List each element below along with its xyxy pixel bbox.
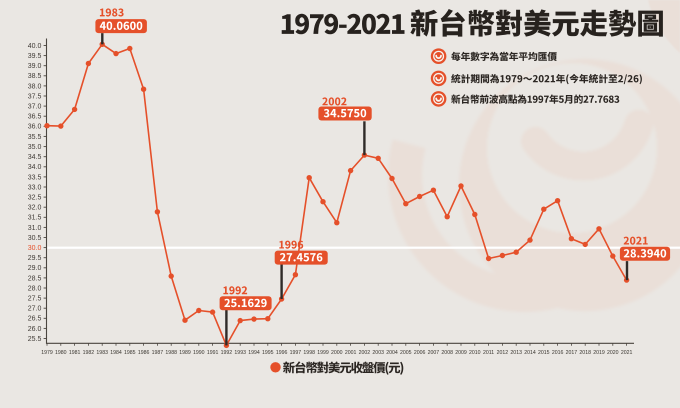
svg-text:2000: 2000 [331, 350, 343, 356]
svg-text:2003: 2003 [372, 350, 384, 356]
svg-text:34.5: 34.5 [28, 154, 42, 161]
svg-text:29.5: 29.5 [28, 255, 42, 262]
svg-text:2012: 2012 [497, 350, 509, 356]
svg-text:27.5: 27.5 [28, 296, 42, 303]
svg-text:38.5: 38.5 [28, 73, 42, 80]
svg-text:2019: 2019 [593, 350, 605, 356]
svg-text:1987: 1987 [152, 350, 164, 356]
svg-text:2002: 2002 [359, 350, 371, 356]
svg-text:1980: 1980 [55, 350, 67, 356]
svg-text:1984: 1984 [110, 350, 122, 356]
svg-text:36.5: 36.5 [28, 114, 42, 121]
svg-text:2009: 2009 [455, 350, 467, 356]
svg-text:1988: 1988 [165, 350, 177, 356]
svg-text:30.0: 30.0 [28, 245, 42, 252]
svg-text:2020: 2020 [607, 350, 619, 356]
svg-text:1997: 1997 [290, 350, 302, 356]
svg-text:35.5: 35.5 [28, 134, 42, 141]
svg-text:2007: 2007 [428, 350, 440, 356]
svg-text:1983: 1983 [96, 350, 108, 356]
svg-text:2014: 2014 [524, 350, 536, 356]
svg-text:28.0: 28.0 [28, 285, 42, 292]
svg-text:2008: 2008 [441, 350, 453, 356]
svg-text:34.0: 34.0 [28, 164, 42, 171]
svg-text:31.0: 31.0 [28, 225, 42, 232]
svg-text:1998: 1998 [303, 350, 315, 356]
svg-text:2015: 2015 [538, 350, 550, 356]
svg-text:1993: 1993 [234, 350, 246, 356]
svg-text:1989: 1989 [179, 350, 191, 356]
svg-text:39.0: 39.0 [28, 63, 42, 70]
svg-text:33.5: 33.5 [28, 174, 42, 181]
svg-text:1992: 1992 [221, 350, 233, 356]
svg-text:26.5: 26.5 [28, 316, 42, 323]
svg-text:37.5: 37.5 [28, 93, 42, 100]
svg-text:33.0: 33.0 [28, 184, 42, 191]
svg-text:2004: 2004 [386, 350, 398, 356]
svg-text:35.0: 35.0 [28, 144, 42, 151]
svg-text:1990: 1990 [193, 350, 205, 356]
svg-text:2011: 2011 [483, 350, 494, 356]
svg-text:2013: 2013 [510, 350, 522, 356]
svg-text:1999: 1999 [317, 350, 329, 356]
svg-text:40.0: 40.0 [28, 43, 42, 50]
svg-text:2017: 2017 [566, 350, 578, 356]
svg-text:1981: 1981 [69, 350, 81, 356]
svg-text:2001: 2001 [345, 350, 357, 356]
svg-text:27.0: 27.0 [28, 306, 42, 313]
svg-text:1994: 1994 [248, 350, 260, 356]
svg-text:28.5: 28.5 [28, 275, 42, 282]
svg-text:2018: 2018 [579, 350, 591, 356]
svg-text:1991: 1991 [207, 350, 219, 356]
svg-text:2021: 2021 [621, 350, 633, 356]
svg-text:2006: 2006 [414, 350, 426, 356]
svg-text:1982: 1982 [83, 350, 95, 356]
svg-text:31.5: 31.5 [28, 215, 42, 222]
svg-text:38.0: 38.0 [28, 83, 42, 90]
svg-text:26.0: 26.0 [28, 326, 42, 333]
svg-text:36.0: 36.0 [28, 124, 42, 131]
svg-text:1986: 1986 [138, 350, 150, 356]
svg-text:32.5: 32.5 [28, 195, 42, 202]
svg-text:29.0: 29.0 [28, 265, 42, 272]
svg-text:1979: 1979 [41, 350, 53, 356]
svg-text:39.5: 39.5 [28, 53, 42, 60]
svg-text:32.0: 32.0 [28, 205, 42, 212]
svg-text:2010: 2010 [469, 350, 481, 356]
svg-text:1985: 1985 [124, 350, 136, 356]
svg-text:37.0: 37.0 [28, 104, 42, 111]
svg-text:1996: 1996 [276, 350, 288, 356]
svg-text:30.5: 30.5 [28, 235, 42, 242]
svg-text:2005: 2005 [400, 350, 412, 356]
svg-text:1995: 1995 [262, 350, 274, 356]
svg-text:2016: 2016 [552, 350, 564, 356]
svg-text:25.5: 25.5 [28, 336, 42, 343]
